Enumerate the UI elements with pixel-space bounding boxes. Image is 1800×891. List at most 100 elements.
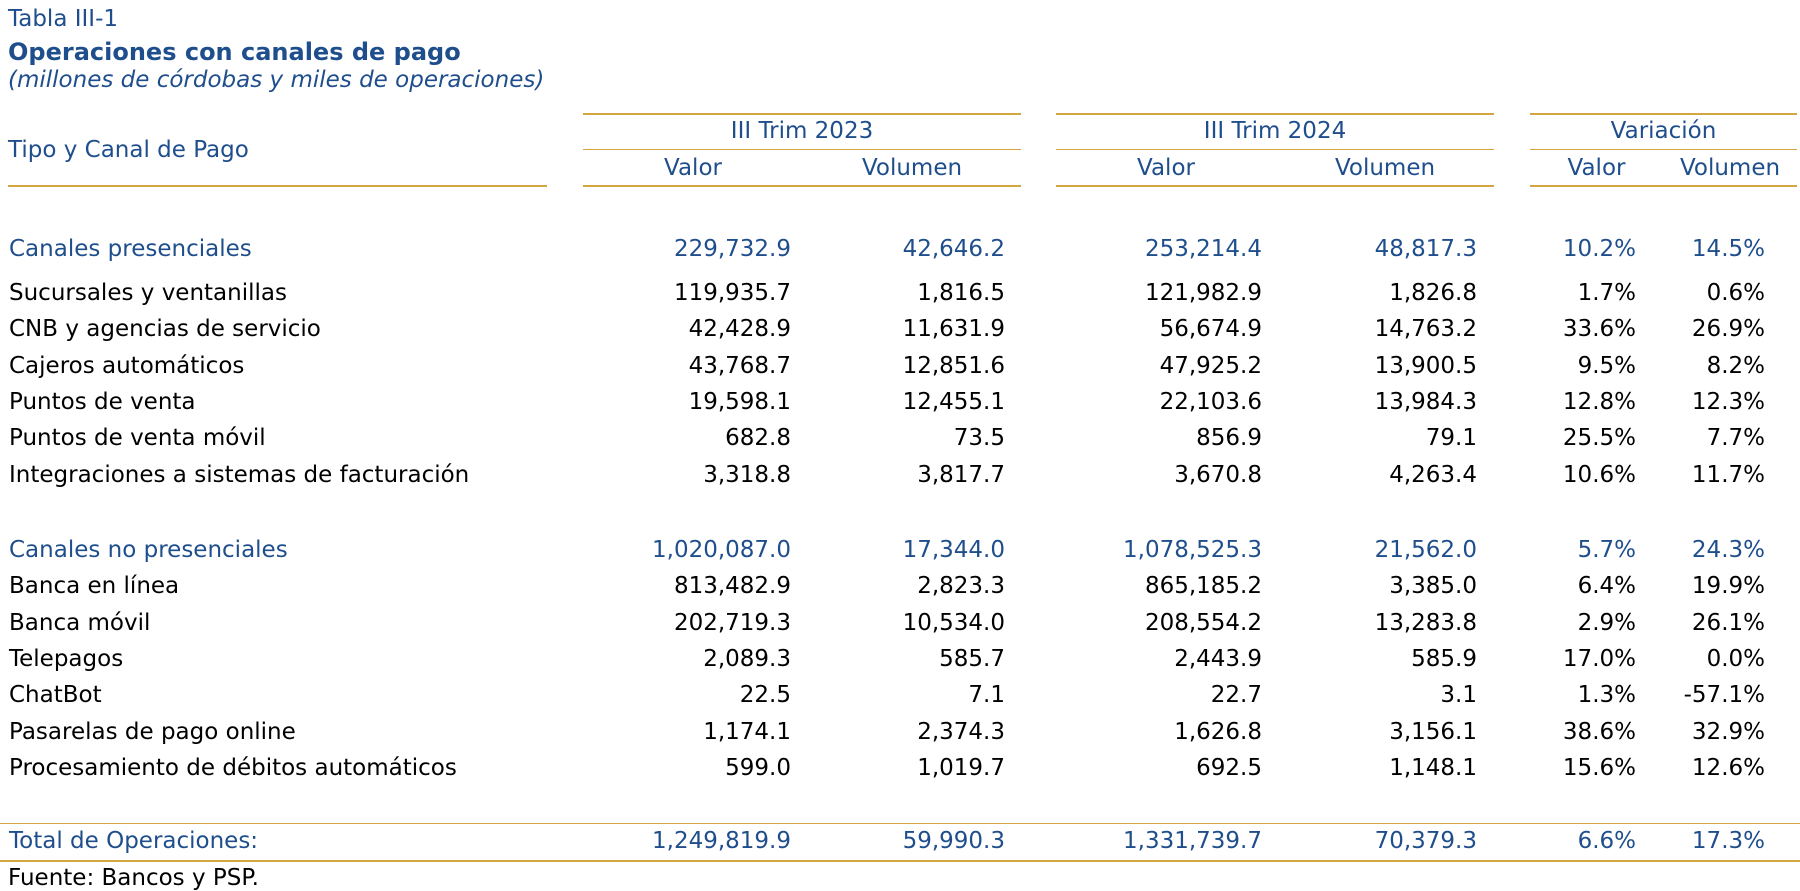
rule-2023-top (583, 113, 1021, 115)
group-header-variacion: Variación (1610, 118, 1717, 144)
variacion-valor: 17.0% (1562, 646, 1636, 672)
subheader-volumen-2023: Volumen (861, 155, 963, 181)
volumen-2023: 17,344.0 (902, 537, 1005, 563)
group-header-2024: III Trim 2024 (1203, 118, 1347, 144)
variacion-volumen: 14.5% (1691, 236, 1765, 262)
valor-2024: 1,331,739.7 (1123, 828, 1262, 854)
variacion-valor: 33.6% (1562, 316, 1636, 342)
volumen-2024: 13,984.3 (1374, 389, 1477, 415)
volumen-2024: 21,562.0 (1374, 537, 1477, 563)
volumen-2023: 1,019.7 (917, 755, 1005, 781)
variacion-valor: 2.9% (1577, 610, 1636, 636)
variacion-valor: 5.7% (1577, 537, 1636, 563)
row-label: Cajeros automáticos (9, 353, 245, 379)
valor-2023: 3,318.8 (703, 462, 791, 488)
valor-2023: 682.8 (725, 425, 791, 451)
variacion-valor: 38.6% (1562, 719, 1636, 745)
source-note: Fuente: Bancos y PSP. (8, 865, 259, 891)
valor-2023: 119,935.7 (673, 280, 791, 306)
valor-2024: 3,670.8 (1174, 462, 1262, 488)
volumen-2023: 12,851.6 (902, 353, 1005, 379)
variacion-volumen: 12.6% (1691, 755, 1765, 781)
valor-2024: 22.7 (1210, 682, 1262, 708)
volumen-2023: 10,534.0 (902, 610, 1005, 636)
volumen-2024: 585.9 (1411, 646, 1477, 672)
valor-2023: 599.0 (725, 755, 791, 781)
group-header-2023: III Trim 2023 (730, 118, 874, 144)
table-row: Telepagos 2,089.3 585.7 2,443.9 585.9 17… (0, 646, 1800, 682)
volumen-2023: 3,817.7 (917, 462, 1005, 488)
valor-2024: 856.9 (1196, 425, 1262, 451)
variacion-valor: 10.2% (1562, 236, 1636, 262)
variacion-volumen: 0.0% (1706, 646, 1765, 672)
valor-2023: 813,482.9 (673, 573, 791, 599)
table-row: Integraciones a sistemas de facturación … (0, 462, 1800, 498)
variacion-valor: 1.7% (1577, 280, 1636, 306)
variacion-valor: 1.3% (1577, 682, 1636, 708)
table-row: Sucursales y ventanillas 119,935.7 1,816… (0, 280, 1800, 316)
subheader-valor-var: Valor (1567, 155, 1626, 181)
total-row: Total de Operaciones: 1,249,819.9 59,990… (0, 828, 1800, 864)
row-label: Integraciones a sistemas de facturación (9, 462, 470, 488)
volumen-2024: 1,826.8 (1389, 280, 1477, 306)
volumen-2023: 59,990.3 (902, 828, 1005, 854)
volumen-2024: 70,379.3 (1374, 828, 1477, 854)
table-number: Tabla III-1 (8, 6, 119, 32)
valor-2023: 19,598.1 (688, 389, 791, 415)
valor-2023: 1,020,087.0 (652, 537, 791, 563)
table-subtitle: (millones de córdobas y miles de operaci… (8, 67, 545, 93)
table-row: Procesamiento de débitos automáticos 599… (0, 755, 1800, 791)
volumen-2024: 13,900.5 (1374, 353, 1477, 379)
volumen-2023: 2,823.3 (917, 573, 1005, 599)
row-label: Puntos de venta (9, 389, 196, 415)
row-label: Telepagos (9, 646, 124, 672)
variacion-valor: 25.5% (1562, 425, 1636, 451)
volumen-2024: 3,156.1 (1389, 719, 1477, 745)
row-label: Banca móvil (9, 610, 151, 636)
volumen-2023: 11,631.9 (902, 316, 1005, 342)
valor-2024: 865,185.2 (1144, 573, 1262, 599)
variacion-volumen: -57.1% (1683, 682, 1765, 708)
variacion-valor: 9.5% (1577, 353, 1636, 379)
variacion-valor: 12.8% (1562, 389, 1636, 415)
valor-2024: 1,626.8 (1174, 719, 1262, 745)
rule-2024-mid (1056, 149, 1494, 150)
subheader-valor-2024: Valor (1137, 155, 1195, 181)
section-label: Canales presenciales (9, 236, 252, 262)
table-row: CNB y agencias de servicio 42,428.9 11,6… (0, 316, 1800, 352)
variacion-valor: 6.6% (1577, 828, 1636, 854)
subheader-volumen-var: Volumen (1679, 155, 1781, 181)
rule-2024-top (1056, 113, 1494, 115)
table-row: Cajeros automáticos 43,768.7 12,851.6 47… (0, 353, 1800, 389)
section-label: Canales no presenciales (9, 537, 288, 563)
section-title-row: Canales no presenciales 1,020,087.0 17,3… (0, 537, 1800, 573)
table-row: Puntos de venta 19,598.1 12,455.1 22,103… (0, 389, 1800, 425)
volumen-2023: 1,816.5 (917, 280, 1005, 306)
total-label: Total de Operaciones: (9, 828, 259, 854)
row-label: Procesamiento de débitos automáticos (9, 755, 457, 781)
valor-2023: 22.5 (739, 682, 791, 708)
table-row: Pasarelas de pago online 1,174.1 2,374.3… (0, 719, 1800, 755)
section-title-row: Canales presenciales 229,732.9 42,646.2 … (0, 236, 1800, 272)
valor-2024: 208,554.2 (1144, 610, 1262, 636)
volumen-2023: 2,374.3 (917, 719, 1005, 745)
row-label: ChatBot (9, 682, 102, 708)
variacion-volumen: 26.9% (1691, 316, 1765, 342)
variacion-valor: 15.6% (1562, 755, 1636, 781)
variacion-volumen: 17.3% (1691, 828, 1765, 854)
variacion-volumen: 11.7% (1691, 462, 1765, 488)
valor-2024: 692.5 (1196, 755, 1262, 781)
valor-2023: 42,428.9 (688, 316, 791, 342)
rule-2024-bottom (1056, 185, 1494, 187)
row-label: Banca en línea (9, 573, 180, 599)
subheader-valor-2023: Valor (664, 155, 722, 181)
variacion-volumen: 32.9% (1691, 719, 1765, 745)
volumen-2024: 3.1 (1440, 682, 1477, 708)
volumen-2024: 79.1 (1425, 425, 1477, 451)
variacion-valor: 6.4% (1577, 573, 1636, 599)
rule-var-mid (1530, 149, 1797, 150)
volumen-2023: 585.7 (939, 646, 1005, 672)
volumen-2023: 12,455.1 (902, 389, 1005, 415)
table-row: ChatBot 22.5 7.1 22.7 3.1 1.3% -57.1% (0, 682, 1800, 718)
volumen-2024: 3,385.0 (1389, 573, 1477, 599)
